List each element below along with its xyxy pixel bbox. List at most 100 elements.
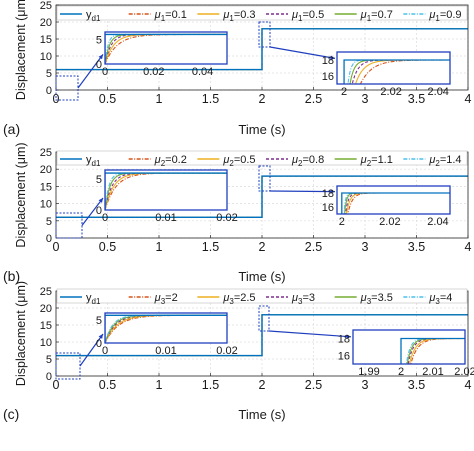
inset-x-tick-label: 0.04: [192, 66, 213, 78]
zoom-arrowhead: [98, 334, 103, 339]
y-tick-label: 15: [40, 34, 52, 46]
reference-line: [56, 314, 468, 357]
x-tick-label: 1: [156, 378, 163, 392]
x-tick-label: 1.5: [202, 92, 219, 106]
y-axis-label: Displacement (μm): [14, 142, 28, 247]
inset-frame: [104, 312, 228, 344]
plot-frame: [55, 4, 469, 91]
legend-label: yd1: [86, 9, 101, 23]
x-axis-label: Time (s): [238, 407, 285, 422]
inset-y-tick-label: 18: [322, 188, 334, 200]
x-tick-label: 0.5: [99, 240, 116, 254]
inset-frame: [352, 329, 466, 365]
x-tick-label: 4: [465, 240, 472, 254]
y-tick-label: 25: [40, 286, 52, 298]
inset-x-tick-label: 2: [341, 86, 347, 98]
zoom-arrow: [269, 46, 336, 59]
legend-label: μ1=0.5: [291, 9, 324, 23]
legend-box: [56, 150, 468, 166]
legend-label: μ3=4: [428, 292, 452, 306]
inset-curves: [343, 59, 450, 84]
inset-reference-line: [105, 314, 227, 343]
x-tick-label: 2: [259, 378, 266, 392]
inset-x-tick-label: 1.99: [358, 366, 379, 378]
inset-x-tick-label: 0.02: [143, 66, 164, 78]
inset-curves: [105, 172, 227, 210]
inset-y-tick-label: 5: [96, 34, 102, 46]
inset-1: 0 0.02 0.04 0 5: [96, 31, 228, 78]
inset-reference-line: [343, 59, 450, 84]
inset-x-tick-label: 0.02: [216, 212, 237, 224]
inset-x-tick-label: 0.01: [155, 212, 176, 224]
x-axis-label: Time (s): [238, 122, 285, 137]
inset-x-tick-label: 2: [398, 366, 404, 378]
x-tick-label: 0.5: [99, 378, 116, 392]
inset-y-tick-label: 0: [96, 205, 102, 217]
inset-frame: [104, 169, 228, 211]
inset-y-tick-label: 0: [96, 338, 102, 350]
inset-reference-line: [105, 172, 227, 210]
legend-label: μ3=3: [291, 292, 315, 306]
x-tick-label: 3.5: [408, 240, 425, 254]
inset-reference-line: [105, 33, 227, 64]
x-tick-label: 3.5: [408, 378, 425, 392]
inset-x-tick-label: 2.04: [428, 86, 449, 98]
x-tick-label: 3: [362, 240, 369, 254]
inset-y-tick-label: 18: [322, 55, 334, 67]
legend-label: μ2=0.2: [154, 154, 187, 168]
inset-x-tick-label: 0: [102, 66, 108, 78]
inset-background: [337, 52, 450, 84]
inset-x-tick-label: 2.02: [454, 366, 474, 378]
y-tick-label: 5: [46, 216, 52, 228]
zoom-box: [55, 75, 79, 101]
inset-curves: [105, 314, 227, 343]
zoom-box: [258, 165, 271, 192]
x-tick-label: 1.5: [202, 378, 219, 392]
legend-label: μ2=0.5: [222, 154, 255, 168]
inset-x-tick-label: 2.04: [427, 216, 448, 228]
y-tick-label: 20: [40, 17, 52, 29]
legend-box: [56, 288, 468, 304]
y-tick-label: 20: [40, 303, 52, 315]
reference-line: [56, 175, 468, 219]
inset-x-tick-label: 0.02: [216, 345, 237, 357]
inset-2: 1.99 2 2.01 2.02 16 18: [338, 329, 474, 378]
zoom-arrowhead: [98, 198, 103, 203]
inset-reference-line: [400, 337, 465, 364]
x-tick-label: 3: [362, 92, 369, 106]
inset-y-tick-label: 5: [96, 174, 102, 186]
legend-label: μ1=0.7: [360, 9, 393, 23]
inset-x-tick-label: 0.01: [155, 345, 176, 357]
legend: yd1 μ3=2 μ3=2.5 μ3=3 μ3=3.5 μ3=4: [56, 288, 468, 306]
inset-y-tick-label: 16: [322, 202, 334, 214]
inset-y-tick-label: 16: [322, 71, 334, 83]
reference-line: [56, 28, 468, 71]
inset-curves: [105, 33, 227, 64]
x-tick-label: 0: [53, 240, 60, 254]
x-tick-label: 2: [259, 240, 266, 254]
x-tick-label: 3.5: [408, 92, 425, 106]
zoom-arrowhead: [330, 55, 335, 60]
legend: yd1 μ1=0.1 μ1=0.3 μ1=0.5 μ1=0.7 μ1=0.9: [56, 5, 468, 23]
legend-box: [56, 5, 468, 21]
x-tick-label: 2.5: [305, 240, 322, 254]
y-tick-label: 25: [40, 147, 52, 159]
inset-x-tick-label: 2.02: [379, 216, 400, 228]
inset-x-tick-label: 0: [102, 212, 108, 224]
x-axis-label: Time (s): [238, 269, 285, 284]
legend-label: μ3=3.5: [360, 292, 393, 306]
inset-1: 0 0.01 0.02 0 5: [96, 312, 238, 357]
inset-y-tick-label: 16: [338, 351, 350, 363]
legend: yd1 μ2=0.2 μ2=0.5 μ2=0.8 μ2=1.1 μ2=1.4: [56, 150, 468, 168]
y-tick-label: 5: [46, 354, 52, 366]
y-tick-label: 5: [46, 68, 52, 80]
x-tick-label: 1: [156, 92, 163, 106]
inset-x-tick-label: 2.02: [380, 86, 401, 98]
y-axis-label: Displacement (μm): [14, 0, 28, 100]
inset-series-line-4: [405, 337, 465, 364]
inset-x-tick-label: 2.01: [422, 366, 443, 378]
zoom-arrow: [269, 190, 336, 193]
legend-label: yd1: [86, 292, 101, 306]
legend-label: μ1=0.3: [222, 9, 255, 23]
